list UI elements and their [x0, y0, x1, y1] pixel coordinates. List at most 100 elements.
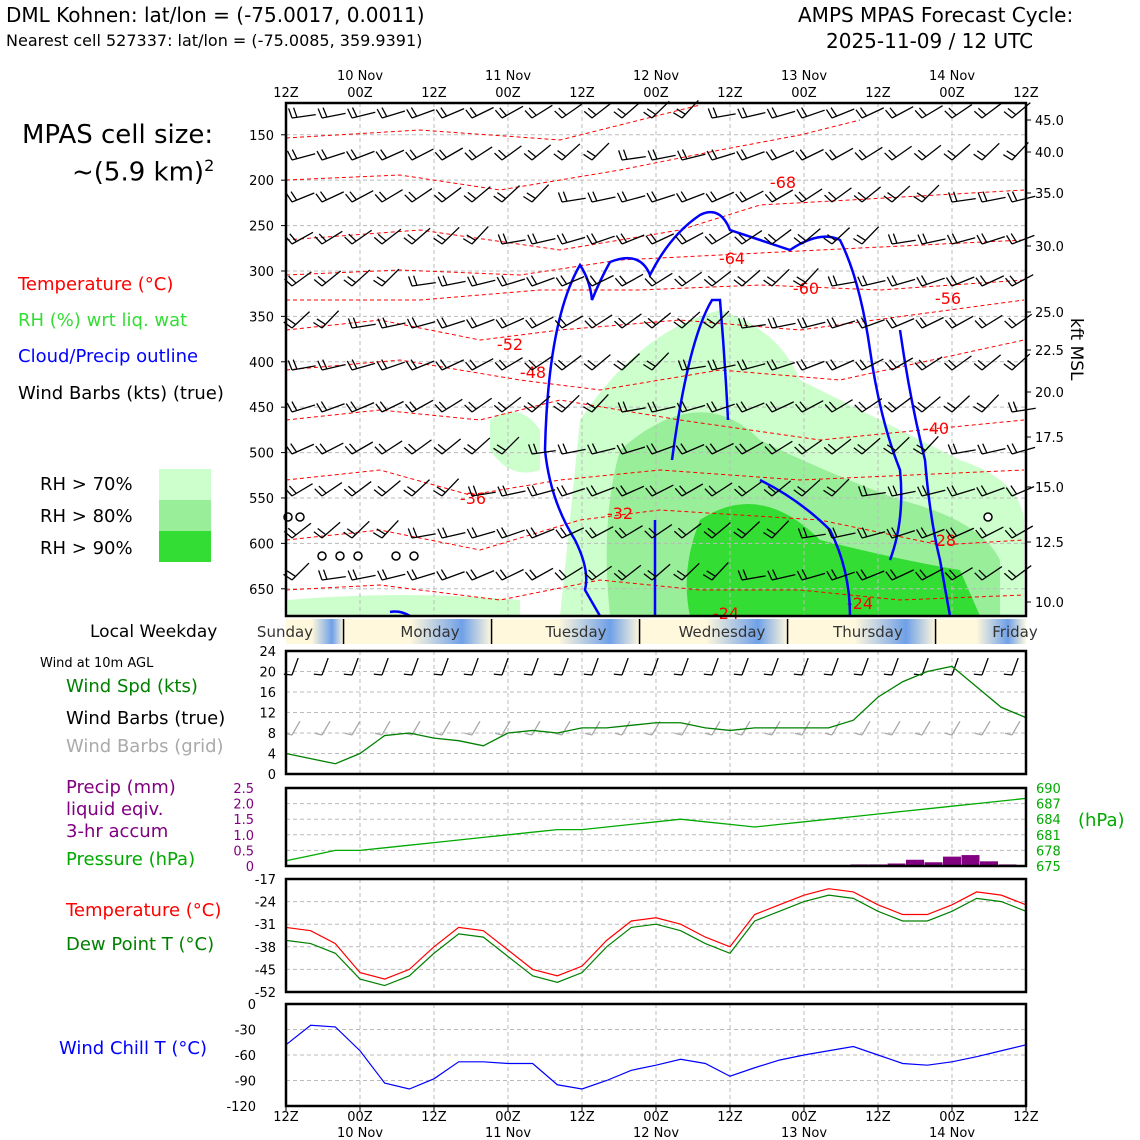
cell-size-sup: 2	[204, 156, 215, 175]
wind-barb	[795, 148, 824, 161]
wind-barb	[313, 270, 342, 287]
wind-barb	[467, 275, 496, 287]
cloud-outline	[543, 449, 602, 617]
wind-barb	[794, 188, 823, 203]
wind-barb	[347, 317, 376, 329]
wind-barb	[917, 233, 946, 245]
wind-barb	[887, 485, 916, 497]
pressure-tick-label-right: 678	[1036, 844, 1061, 859]
wind-barb-true	[373, 657, 389, 676]
wind-barb	[915, 316, 944, 329]
wind-barb	[343, 269, 371, 287]
temp-contour-label: -24	[847, 594, 873, 613]
wind-barb-true	[553, 657, 569, 676]
wind-barb	[583, 354, 611, 371]
wind-barb	[735, 401, 765, 413]
cell-size-label: MPAS cell size:	[22, 120, 214, 150]
wind-barb-grid	[884, 720, 901, 736]
wind-barb	[677, 359, 706, 371]
height-tick-label: 10.0	[1035, 596, 1064, 611]
wind-barb-grid	[554, 720, 571, 736]
pressure-tick-label: 550	[249, 492, 274, 507]
wind-barb-true	[943, 657, 959, 676]
wind-barb	[733, 521, 760, 539]
wind-barb	[912, 436, 939, 455]
precip-tick-label: 0	[246, 860, 254, 875]
wind-barb	[974, 314, 1003, 329]
top-tick-label: 00Z	[939, 86, 965, 101]
wind-barb	[945, 527, 975, 539]
pressure-line	[285, 797, 1027, 862]
wind-barb	[973, 394, 1000, 413]
wind-barb	[887, 233, 916, 245]
wind-barb	[317, 107, 346, 119]
wind-barb	[584, 565, 613, 581]
legend-precip-1: Precip (mm)	[66, 777, 176, 798]
wind-barb	[886, 275, 916, 287]
wind-barb	[347, 569, 376, 581]
wind-barb	[526, 485, 556, 497]
wind-barb	[466, 527, 496, 539]
temperature-line	[285, 888, 1027, 980]
wind-barb	[644, 524, 673, 539]
height-tick-label: 12.5	[1035, 536, 1064, 551]
wind-barb	[976, 233, 1006, 245]
wind-barb	[1005, 233, 1035, 245]
wind-barb	[614, 273, 644, 287]
weekday-cell	[935, 619, 1026, 644]
wind-barb	[707, 107, 736, 119]
bottom-date-label: 12 Nov	[633, 1126, 679, 1140]
wind-speed-tick-label: 4	[268, 748, 276, 763]
wind-barb	[436, 569, 465, 581]
wind-barb	[704, 482, 733, 497]
wind-barb	[344, 229, 373, 245]
wind-barb	[525, 316, 554, 329]
wind-barb	[792, 268, 819, 287]
wind-barb	[855, 569, 885, 581]
temp-tick-label: -52	[255, 986, 276, 1001]
wind-barb	[345, 149, 375, 161]
wind-barb	[796, 107, 825, 119]
wind-barb	[435, 107, 465, 119]
wind-barb	[676, 401, 706, 413]
wind-barb	[318, 569, 346, 581]
wind-barb	[917, 485, 946, 497]
wind-barb-grid	[1004, 720, 1021, 736]
wind-barb	[406, 107, 435, 119]
wind-barb	[284, 231, 314, 245]
wind-barb	[553, 355, 582, 371]
top-tick-label: 00Z	[347, 86, 373, 101]
wind-barb-true	[613, 657, 629, 676]
wind-barb-grid	[794, 720, 811, 736]
wind-barb	[376, 107, 406, 119]
wind-barb-true	[793, 657, 809, 676]
wind-barb	[795, 359, 825, 371]
top-date-label: 10 Nov	[337, 69, 383, 84]
wind-barb	[915, 527, 945, 539]
wind-chill-line	[285, 1024, 1027, 1090]
height-tick-label: 45.0	[1035, 114, 1064, 129]
wind-barb-true	[583, 657, 599, 676]
wind-barb	[523, 395, 551, 413]
wind-barb	[345, 401, 375, 413]
wind-barb-grid	[644, 720, 661, 736]
wind-barb	[827, 275, 856, 287]
top-tick-label: 00Z	[643, 86, 669, 101]
bottom-date-label: 13 Nov	[781, 1126, 827, 1140]
page-subtitle: Nearest cell 527337: lat/lon = (-75.0085…	[6, 31, 423, 50]
height-tick-label: 35.0	[1035, 187, 1064, 202]
wind-barb	[947, 443, 976, 455]
top-tick-label: 12Z	[1013, 86, 1039, 101]
wind-barb	[554, 103, 583, 119]
wind-barb	[763, 480, 792, 497]
temperature-contour	[285, 469, 1025, 496]
wind-barb	[437, 275, 466, 287]
wind-barb	[618, 149, 646, 161]
wind-barb	[375, 149, 405, 161]
top-tick-label: 12Z	[569, 86, 595, 101]
bottom-tick-label: 12Z	[865, 1110, 891, 1125]
weekday-label-thursday: Thursday	[832, 623, 903, 641]
pressure-tick-label: 200	[249, 174, 274, 189]
wind-barb	[495, 317, 525, 329]
wind-barb	[824, 187, 852, 203]
